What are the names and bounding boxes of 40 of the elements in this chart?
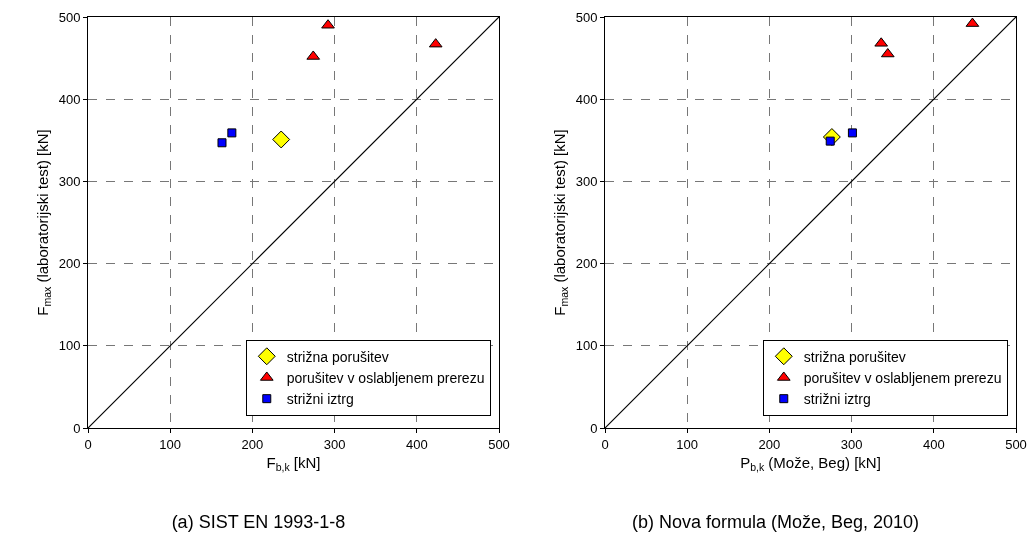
point [227, 128, 237, 138]
x-tick-label: 400 [922, 436, 945, 452]
x-tick-label: 300 [840, 436, 863, 452]
y-tick-label: 300 [575, 173, 598, 189]
y-tick-label: 100 [575, 338, 598, 354]
legend-label: strižna porušitev [803, 348, 906, 365]
legend-label: porušitev v oslabljenem prerezu [803, 369, 1002, 386]
x-tick-label: 200 [758, 436, 781, 452]
x-tick-label: 500 [1005, 436, 1027, 452]
x-tick-label: 100 [676, 436, 699, 452]
legend-label: strižni iztrg [286, 391, 354, 408]
x-tick-label: 400 [405, 436, 428, 452]
point [272, 130, 291, 149]
point [321, 19, 335, 29]
x-axis-title: P$_{b,k}$ (Može, Beg) [kN] [740, 453, 881, 473]
legend-label: strižna porušitev [286, 348, 389, 365]
y-tick-label: 100 [58, 338, 81, 354]
y-tick-label: 200 [575, 256, 598, 272]
legend-label: porušitev v oslabljenem prerezu [286, 369, 485, 386]
x-tick-label: 300 [323, 436, 346, 452]
x-tick-label: 500 [488, 436, 510, 452]
y-tick-label: 200 [58, 256, 81, 272]
x-tick-label: 0 [84, 436, 92, 452]
text: (a) SIST EN 1993-1-8 [171, 512, 346, 533]
y-tick-label: 500 [575, 9, 598, 25]
point [847, 128, 857, 138]
x-axis-title: F$_{b,k}$ [kN] [266, 453, 321, 473]
point [217, 138, 227, 148]
y-tick-label: 400 [58, 91, 81, 107]
text: (b) Nova formula (Može, Beg, 2010) [631, 512, 920, 533]
legend-label: strižni iztrg [803, 391, 871, 408]
y-tick-label: 400 [575, 91, 598, 107]
x-tick-label: 200 [241, 436, 264, 452]
y-tick-label: 300 [58, 173, 81, 189]
x-tick-label: 0 [601, 436, 609, 452]
point [880, 47, 895, 58]
y-tick-label: 0 [73, 420, 81, 436]
y-tick-label: 0 [590, 420, 598, 436]
y-tick-label: 500 [58, 9, 81, 25]
x-tick-label: 100 [159, 436, 182, 452]
